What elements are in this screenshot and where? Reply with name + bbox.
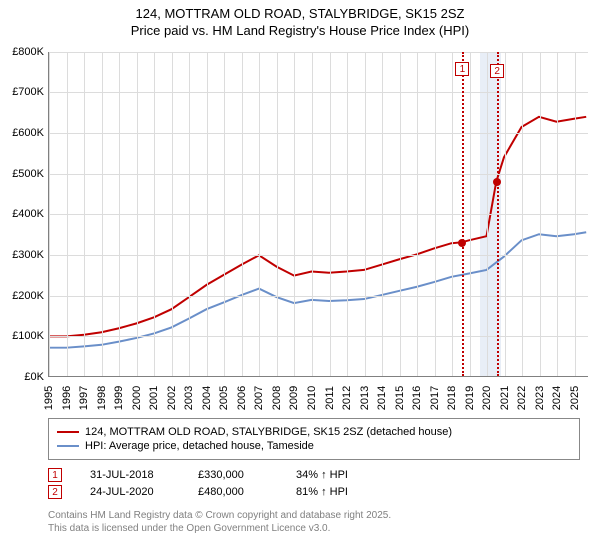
footnote-line: This data is licensed under the Open Gov… xyxy=(48,522,580,535)
sale-diff: 81% ↑ HPI xyxy=(296,486,376,498)
sale-row: 2 24-JUL-2020 £480,000 81% ↑ HPI xyxy=(48,485,580,499)
footnote: Contains HM Land Registry data © Crown c… xyxy=(48,509,580,535)
sale-diff: 34% ↑ HPI xyxy=(296,469,376,481)
title-line-1: 124, MOTTRAM OLD ROAD, STALYBRIDGE, SK15… xyxy=(0,6,600,23)
sale-marker: 2 xyxy=(48,485,62,499)
legend-item: 124, MOTTRAM OLD ROAD, STALYBRIDGE, SK15… xyxy=(57,426,571,438)
legend-swatch xyxy=(57,431,79,433)
chart-title-block: 124, MOTTRAM OLD ROAD, STALYBRIDGE, SK15… xyxy=(0,0,600,42)
legend: 124, MOTTRAM OLD ROAD, STALYBRIDGE, SK15… xyxy=(48,418,580,460)
sale-marker: 1 xyxy=(48,468,62,482)
sale-row: 1 31-JUL-2018 £330,000 34% ↑ HPI xyxy=(48,468,580,482)
sale-price: £330,000 xyxy=(198,469,268,481)
plot-area: 1995199619971998199920002001200220032004… xyxy=(48,52,588,377)
legend-label: 124, MOTTRAM OLD ROAD, STALYBRIDGE, SK15… xyxy=(85,426,452,438)
legend-item: HPI: Average price, detached house, Tame… xyxy=(57,440,571,452)
sales-table: 1 31-JUL-2018 £330,000 34% ↑ HPI 2 24-JU… xyxy=(48,468,580,499)
legend-swatch xyxy=(57,445,79,447)
chart-container: 1995199619971998199920002001200220032004… xyxy=(0,42,600,412)
footnote-line: Contains HM Land Registry data © Crown c… xyxy=(48,509,580,522)
legend-label: HPI: Average price, detached house, Tame… xyxy=(85,440,314,452)
title-line-2: Price paid vs. HM Land Registry's House … xyxy=(0,23,600,40)
sale-price: £480,000 xyxy=(198,486,268,498)
sale-date: 31-JUL-2018 xyxy=(90,469,170,481)
sale-date: 24-JUL-2020 xyxy=(90,486,170,498)
